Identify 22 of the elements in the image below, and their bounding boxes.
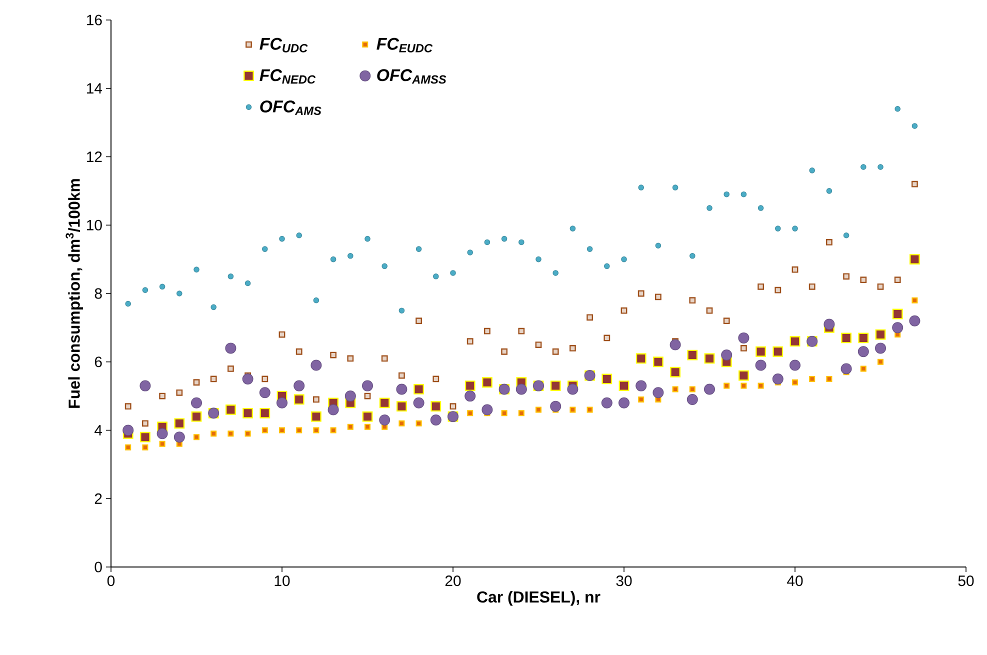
legend-label: FC$_{NEDC}$ xyxy=(260,69,316,84)
legend-label: OFC$_{AMSS}$ xyxy=(377,69,446,84)
y-tick-label: 6 xyxy=(94,356,102,368)
y-tick-label: 16 xyxy=(87,14,102,26)
x-axis-title: Car (DIESEL), nr xyxy=(477,590,600,606)
y-tick-label: 10 xyxy=(87,220,102,230)
y-axis-title: Fuel consumption, dm$^{3}$/100km xyxy=(66,179,84,408)
x-tick-label: 10 xyxy=(274,576,290,586)
x-tick-label: 40 xyxy=(787,576,803,586)
legend-label: FC$_{UDC}$ xyxy=(260,38,308,52)
x-tick-label: 30 xyxy=(616,576,632,586)
y-tick-label: 4 xyxy=(94,425,102,436)
x-tick-label: 0 xyxy=(107,576,115,586)
y-tick-label: 8 xyxy=(94,288,102,299)
legend-label: FC$_{EUDC}$ xyxy=(376,38,433,52)
legend-label: OFC$_{AMS}$ xyxy=(260,100,322,115)
y-tick-label: 0 xyxy=(94,562,102,572)
x-tick-label: 20 xyxy=(445,576,461,586)
y-tick-label: 14 xyxy=(87,83,102,94)
y-tick-label: 2 xyxy=(94,493,102,504)
x-tick-label: 50 xyxy=(958,576,974,586)
y-tick-label: 12 xyxy=(87,152,102,162)
